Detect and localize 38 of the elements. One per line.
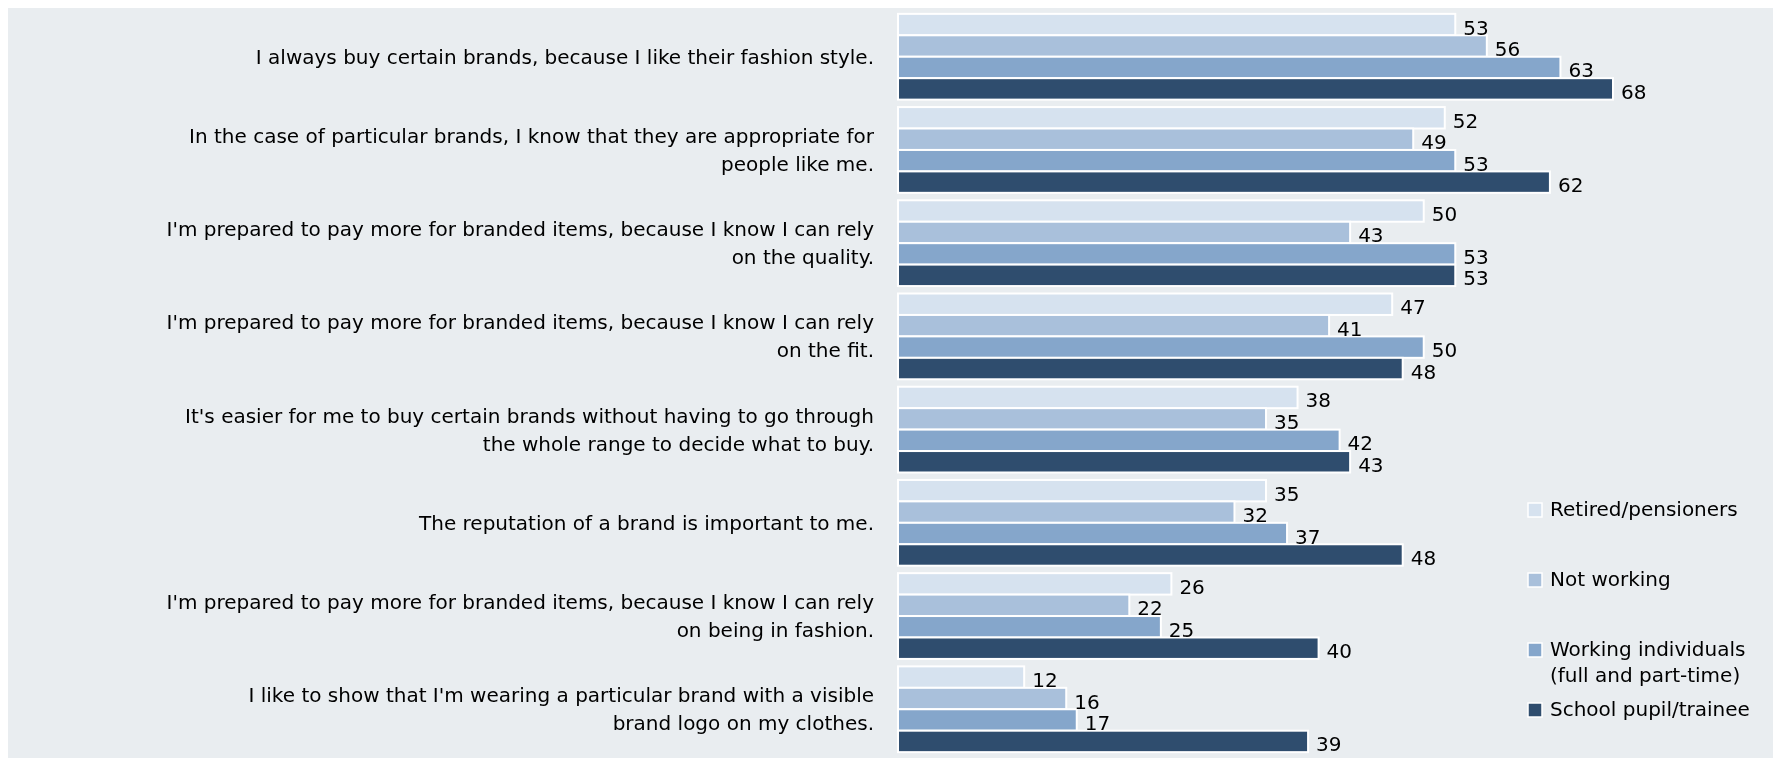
data-label: 68 [1621,79,1647,104]
data-label: 50 [1431,202,1458,227]
data-label: 53 [1463,244,1489,269]
data-label: 40 [1326,639,1353,664]
data-label: 39 [1316,732,1342,757]
data-label: 41 [1337,316,1363,341]
data-label: 62 [1557,173,1584,198]
legend-label: Not working [1550,567,1671,591]
data-label: 26 [1179,574,1205,599]
data-label: 56 [1494,37,1521,62]
data-label: 22 [1137,596,1163,621]
y-tick-label: I like to show that I'm wearing a particular brand with a visible brand logo on my clothes. [248,683,874,736]
data-label: 35 [1274,481,1300,506]
data-label: 53 [1463,151,1489,176]
data-label: 49 [1421,130,1447,155]
data-label: 53 [1463,266,1489,291]
y-tick-label: The reputation of a brand is important to me. [417,510,874,535]
data-label: 63 [1568,58,1594,83]
data-label: 35 [1274,409,1300,434]
legend-label: Working individuals (full and part-time) [1550,637,1746,687]
data-label: 43 [1358,223,1384,248]
y-tick-label: In the case of particular brands, I know that they are appropriate for people like me. [189,123,875,176]
data-label: 48 [1410,545,1437,570]
y-tick-label: I'm prepared to pay more for branded items, because I know I can rely on being in fashion. [166,590,875,643]
y-tick-label: I'm prepared to pay more for branded items, because I know I can rely on the quality. [166,217,875,270]
data-label: 25 [1168,617,1195,642]
y-tick-label: I'm prepared to pay more for branded items, because I know I can rely on the fit. [166,310,875,363]
legend-label: Retired/pensioners [1550,497,1738,521]
data-label: 47 [1400,295,1426,320]
y-tick-label: I always buy certain brands, because I like their fashion style. [255,44,874,69]
y-tick-label: It's easier for me to buy certain brands without having to go through the whole range to decide what to buy. [185,403,874,456]
data-label: 32 [1242,503,1268,528]
data-label: 53 [1463,15,1489,40]
legend-label: School pupil/trainee [1550,697,1750,721]
data-label: 12 [1032,668,1058,693]
data-label: 52 [1452,108,1479,133]
data-label: 38 [1305,388,1332,413]
data-label: 37 [1295,524,1321,549]
